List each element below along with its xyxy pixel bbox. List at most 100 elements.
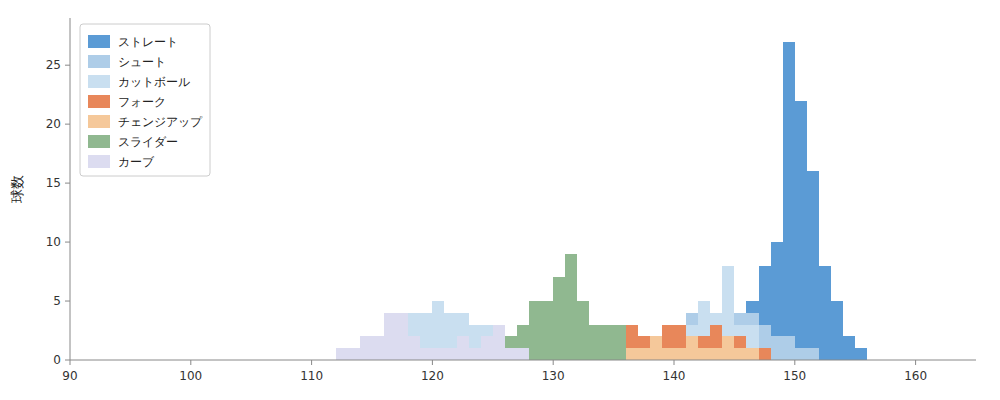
histogram-bin — [481, 336, 493, 360]
x-tick — [70, 360, 71, 365]
x-tick — [553, 360, 554, 365]
histogram-bin — [746, 325, 758, 360]
histogram-bin — [444, 348, 456, 360]
x-tick-label: 150 — [783, 369, 806, 383]
x-tick — [674, 360, 675, 365]
legend-swatch — [88, 55, 110, 68]
histogram-bin — [662, 325, 674, 360]
histogram-bin — [710, 325, 722, 360]
histogram-bin — [783, 42, 795, 360]
histogram-bin — [746, 348, 758, 360]
x-tick — [915, 360, 916, 365]
histogram-bin — [638, 336, 650, 360]
y-axis-label: 球数 — [9, 175, 25, 203]
histogram-bin — [638, 348, 650, 360]
histogram-bin — [734, 336, 746, 360]
x-tick-label: 160 — [904, 369, 927, 383]
legend-swatch — [88, 75, 110, 88]
histogram-bin — [626, 348, 638, 360]
histogram-bin — [734, 336, 746, 360]
legend: ストレートシュートカットボールフォークチェンジアップスライダーカーブ — [80, 24, 210, 176]
histogram-bin — [795, 348, 807, 360]
y-tick-label: 0 — [53, 353, 61, 367]
histogram-bin — [662, 348, 674, 360]
x-tick-label: 110 — [300, 369, 323, 383]
histogram-bin — [807, 171, 819, 360]
histogram-bin — [420, 313, 432, 360]
histogram-bin — [686, 325, 698, 360]
histogram-bin — [626, 325, 638, 360]
x-tick — [432, 360, 433, 365]
histogram-bin — [698, 336, 710, 360]
histogram-bin — [638, 348, 650, 360]
histogram-bin — [505, 348, 517, 360]
histogram-bin — [674, 348, 686, 360]
legend-box — [80, 24, 210, 176]
legend-label: フォーク — [118, 95, 166, 109]
histogram-bin — [541, 301, 553, 360]
chart: 901001101201301401501600510152025球数ストレート… — [0, 0, 1000, 400]
histogram-bin — [348, 348, 360, 360]
x-tick — [311, 360, 312, 365]
y-tick — [65, 360, 70, 361]
legend-label: カーブ — [118, 155, 155, 169]
histogram-bin — [698, 348, 710, 360]
histogram-bin — [517, 348, 529, 360]
histogram-bin — [710, 348, 722, 360]
histogram-series — [348, 266, 759, 360]
legend-label: カットボール — [118, 75, 190, 89]
histogram-bin — [759, 266, 771, 360]
histogram-bin — [457, 313, 469, 360]
histogram-bin — [529, 301, 541, 360]
x-tick-label: 90 — [62, 369, 77, 383]
legend-label: シュート — [118, 55, 166, 69]
x-tick-label: 140 — [663, 369, 686, 383]
histogram-bin — [650, 336, 662, 360]
y-tick-label: 25 — [46, 58, 61, 72]
legend-label: ストレート — [118, 35, 178, 49]
histogram-bin — [432, 301, 444, 360]
histogram-bin — [650, 336, 662, 360]
histogram-series — [457, 254, 626, 360]
y-tick-label: 10 — [46, 235, 61, 249]
histogram-bin — [589, 325, 601, 360]
histogram-bin — [759, 348, 771, 360]
x-axis-line — [70, 360, 976, 361]
histogram-bin — [662, 325, 674, 360]
histogram-bin — [831, 301, 843, 360]
histogram-bin — [674, 325, 686, 360]
histogram-bin — [686, 336, 698, 360]
legend-swatch — [88, 115, 110, 128]
histogram-bin — [444, 313, 456, 360]
histogram-bin — [384, 313, 396, 360]
histogram-bin — [734, 325, 746, 360]
histogram-bin — [710, 313, 722, 360]
histogram-bin — [408, 336, 420, 360]
histogram-bin — [771, 242, 783, 360]
histogram-bin — [783, 336, 795, 360]
histogram-bin — [650, 336, 662, 360]
histogram-bin — [420, 348, 432, 360]
plot-area — [336, 42, 868, 360]
histogram-bin — [626, 325, 638, 360]
histogram-bin — [746, 301, 758, 360]
histogram-bin — [638, 336, 650, 360]
y-tick-label: 15 — [46, 176, 61, 190]
histogram-bin — [517, 325, 529, 360]
y-tick — [65, 65, 70, 66]
histogram-bin — [698, 301, 710, 360]
histogram-bin — [734, 313, 746, 360]
histogram-bin — [614, 325, 626, 360]
histogram-bin — [734, 348, 746, 360]
histogram-bin — [457, 336, 469, 360]
y-tick — [65, 242, 70, 243]
histogram-bin — [553, 277, 565, 360]
x-tick-label: 130 — [542, 369, 565, 383]
histogram-bin — [855, 348, 867, 360]
histogram-bin — [469, 348, 481, 360]
x-tick-label: 120 — [421, 369, 444, 383]
histogram-bin — [674, 325, 686, 360]
legend-label: スライダー — [118, 135, 178, 149]
legend-swatch — [88, 95, 110, 108]
y-tick — [65, 183, 70, 184]
